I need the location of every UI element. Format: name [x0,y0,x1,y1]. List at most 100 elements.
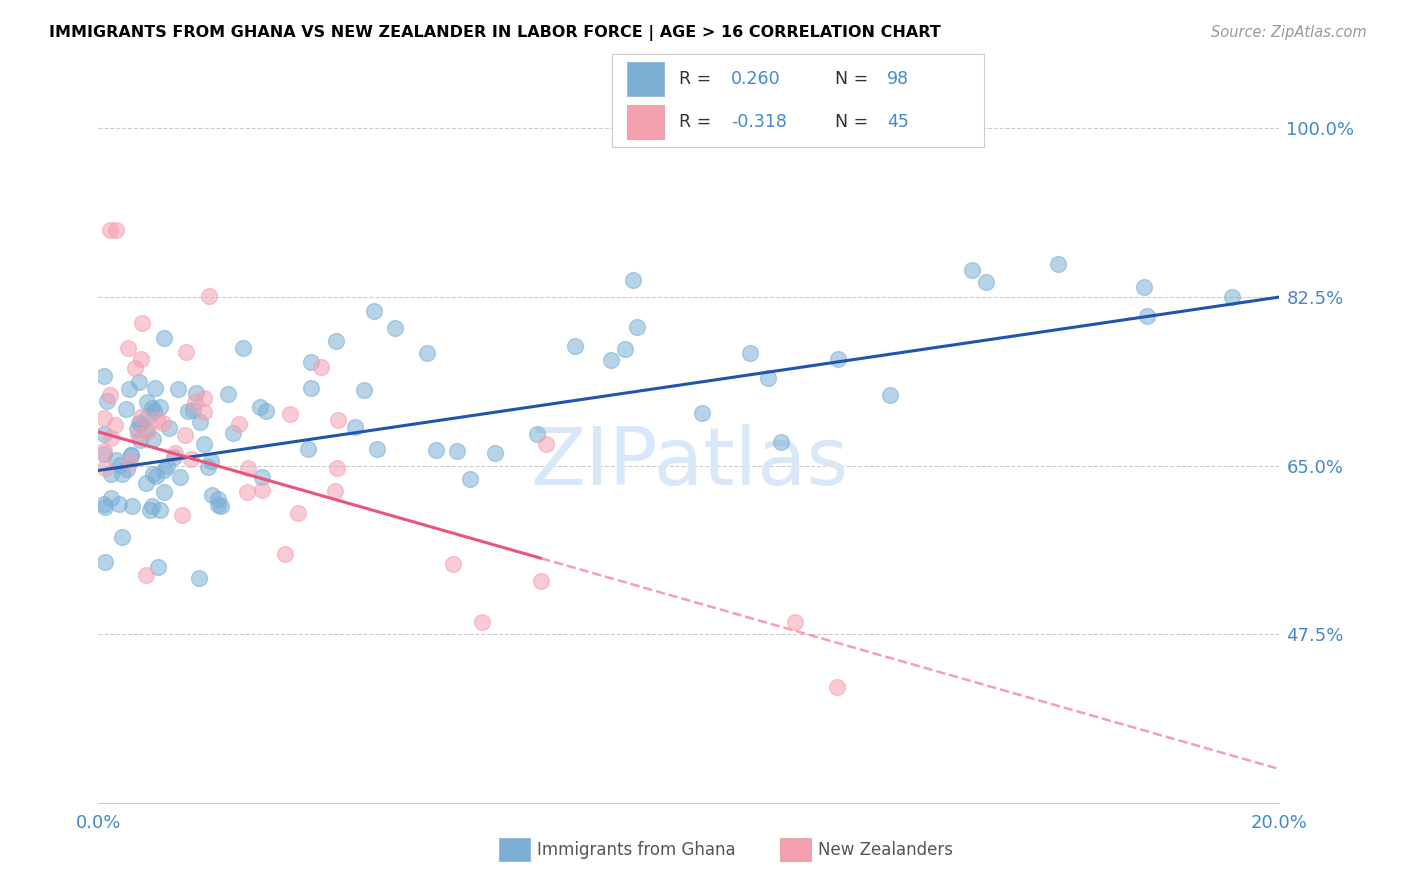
Point [100,491,122,505]
Point [181,403,204,417]
Point [153,331,176,345]
Point [770,434,793,449]
Point [309,359,332,374]
Point [201,488,224,502]
Text: ZIPatlas: ZIPatlas [530,425,848,502]
Point [93,443,115,458]
Point [193,405,215,419]
Point [163,450,186,464]
Point [169,470,191,484]
Point [384,321,406,335]
Point [785,615,807,629]
Point [626,320,648,334]
Point [100,431,122,445]
Point [135,568,157,582]
Point [121,500,143,514]
Point [163,446,186,460]
Point [125,422,148,436]
Point [1046,257,1069,271]
Point [690,406,713,420]
Point [149,400,172,414]
Point [167,382,190,396]
Point [104,417,127,432]
Point [142,467,165,481]
Point [274,547,297,561]
Point [209,499,232,513]
Point [200,454,222,468]
Point [110,467,132,482]
Point [128,375,150,389]
Text: R =: R = [679,113,717,131]
Point [184,395,207,409]
Point [250,483,273,498]
Point [136,424,159,438]
Point [236,461,259,475]
Point [98,222,121,236]
Text: N =: N = [835,113,875,131]
Point [446,443,468,458]
Point [879,388,901,402]
Point [325,334,347,349]
Point [93,368,115,383]
Point [96,394,118,409]
Point [131,316,153,330]
Point [323,484,346,499]
Point [236,485,259,500]
Point [174,345,197,359]
Point [416,346,439,360]
Point [93,461,115,475]
Point [120,448,142,462]
Point [193,391,215,405]
Point [328,413,350,427]
Point [827,351,849,366]
Point [124,361,146,376]
Point [93,497,115,511]
Point [145,413,167,427]
Point [287,506,309,520]
Point [188,415,211,429]
Point [115,401,138,416]
Point [141,499,163,513]
Point [93,411,115,425]
Point [115,462,138,476]
Point [613,342,636,356]
Point [530,574,553,589]
Point [1136,310,1159,324]
Point [156,459,179,474]
Point [157,421,180,435]
Point [148,560,170,574]
Point [353,383,375,397]
Point [138,503,160,517]
Point [460,472,482,486]
Point [363,304,385,318]
Point [278,407,301,421]
Text: N =: N = [835,70,875,88]
Bar [627,62,664,95]
Point [960,263,983,277]
Point [129,409,152,424]
Point [825,680,848,694]
Point [188,571,211,585]
Point [149,503,172,517]
Point [326,461,349,475]
Point [127,428,149,442]
Point [98,387,121,401]
Point [254,403,277,417]
Point [120,448,142,462]
Point [128,416,150,430]
Point [738,346,761,360]
Point [599,352,621,367]
Point [621,273,644,287]
Point [366,442,388,456]
Point [143,404,166,418]
Point [441,557,464,571]
Point [100,467,122,481]
Point [217,387,239,401]
Point [94,555,117,569]
Point [136,409,159,424]
Point [198,289,221,303]
Point [120,455,142,469]
Point [756,371,779,385]
Text: New Zealanders: New Zealanders [818,841,953,859]
Point [94,500,117,515]
